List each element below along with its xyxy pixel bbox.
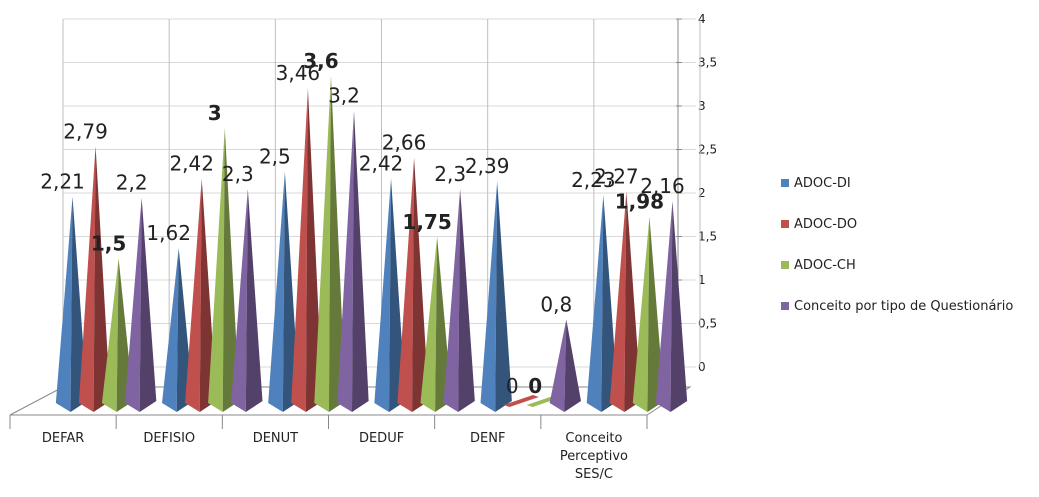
data-label: 2,3 (434, 162, 466, 186)
bar-face-side (495, 181, 512, 412)
bar (78, 146, 111, 412)
legend: ADOC-DI ADOC-DO ADOC-CH Conceito por tipo d… (781, 176, 1013, 314)
bar-face-front (374, 178, 392, 412)
data-label: 2,39 (465, 154, 510, 178)
bar-face-side (458, 188, 475, 412)
x-tick-label: SES/C (575, 467, 613, 482)
bar-face-front (586, 194, 604, 412)
y-tick-label: 0 (698, 360, 706, 374)
gridlines (63, 18, 696, 368)
data-label: 1,5 (91, 232, 126, 256)
data-label: 2,66 (382, 131, 427, 155)
data-label: 0,8 (540, 292, 572, 316)
bar-face-side (351, 110, 369, 412)
bar-face-front (632, 216, 650, 412)
bar-face-front (397, 157, 415, 412)
bar (397, 157, 429, 412)
data-label: 2,23 (571, 168, 616, 192)
y-tick-label: 1 (698, 273, 706, 287)
data-label: 3,6 (303, 49, 338, 73)
data-label: 3,46 (276, 61, 321, 85)
bar (655, 201, 688, 412)
data-label: 3,2 (328, 84, 360, 108)
bar-face-front (549, 319, 567, 412)
bar-face-side (222, 128, 240, 412)
data-label: 0 (528, 374, 542, 398)
data-label: 2,5 (259, 145, 291, 169)
bar (443, 188, 475, 412)
bar (231, 188, 263, 412)
bar-face-front (101, 258, 119, 412)
data-label: 2,27 (594, 165, 639, 189)
bar-face-front (503, 395, 539, 407)
legend-swatch (781, 179, 789, 187)
data-label: 2,2 (116, 171, 148, 195)
x-tick-label: DEFAR (42, 431, 84, 446)
x-tick-label: DEDUF (359, 431, 404, 446)
legend-swatch (781, 261, 789, 269)
bar-face-front (609, 191, 627, 412)
legend-label: ADOC-DO (794, 217, 857, 232)
x-tick-label: DENF (470, 431, 505, 446)
bar-face-side (670, 201, 688, 412)
bar-face-front (208, 128, 225, 412)
y-tick-label: 3,5 (698, 56, 717, 70)
data-label: 2,3 (222, 162, 254, 186)
legend-swatch (781, 302, 789, 310)
bar (503, 395, 539, 407)
bar-face-front (655, 201, 673, 412)
legend-label: Conceito por tipo de Questionário (794, 299, 1013, 314)
bar-face-side (93, 146, 111, 412)
bar-face-front (420, 236, 438, 412)
bar-face-side (412, 157, 429, 412)
data-label: 1,62 (146, 221, 191, 245)
y-tick-label: 3 (698, 99, 706, 113)
y-tick-label: 1,5 (698, 230, 717, 244)
bar-face-front (443, 188, 461, 412)
bar-face-front (55, 196, 73, 412)
data-label: 0 (506, 374, 519, 398)
bar-face-front (268, 171, 285, 412)
legend-swatch (781, 220, 789, 228)
x-tick-label: DEFISIO (143, 431, 195, 446)
y-tick-label: 0,5 (698, 317, 717, 331)
y-tick-label: 2,5 (698, 143, 717, 157)
bar (480, 181, 512, 412)
data-label: 2,42 (169, 151, 214, 175)
bar-face-front (337, 110, 354, 412)
bar (314, 75, 346, 413)
bar (124, 197, 157, 412)
y-tick-label: 4 (698, 12, 706, 26)
data-label: 1,75 (402, 210, 451, 234)
bar (208, 128, 240, 412)
x-tick-label: Perceptivo (560, 449, 628, 464)
bar-face-side (328, 75, 346, 413)
data-label: 2,42 (359, 151, 404, 175)
data-label: 2,16 (640, 174, 685, 198)
legend-label: ADOC-DI (794, 176, 851, 191)
bar-face-front (185, 178, 202, 412)
data-label: 2,21 (40, 170, 85, 194)
bar-face-front (162, 248, 179, 412)
bar-face-front (78, 146, 96, 412)
bar-face-front (231, 188, 248, 412)
bar (337, 110, 369, 412)
y-tick-label: 2 (698, 186, 706, 200)
bar-face-side (139, 197, 157, 412)
data-label: 2,79 (63, 119, 108, 143)
bar-face-front (124, 197, 142, 412)
x-tick-label: DENUT (253, 431, 298, 446)
bar-face-side (564, 319, 581, 412)
legend-label: ADOC-CH (794, 258, 856, 273)
data-label: 1,98 (615, 190, 664, 214)
data-label: 3 (208, 101, 222, 125)
bar-face-front (314, 75, 331, 413)
bar-face-front (291, 87, 308, 412)
x-tick-label: Conceito (565, 431, 622, 446)
bar-face-front (480, 181, 498, 412)
bar-face-side (245, 188, 263, 412)
bar (549, 319, 581, 412)
